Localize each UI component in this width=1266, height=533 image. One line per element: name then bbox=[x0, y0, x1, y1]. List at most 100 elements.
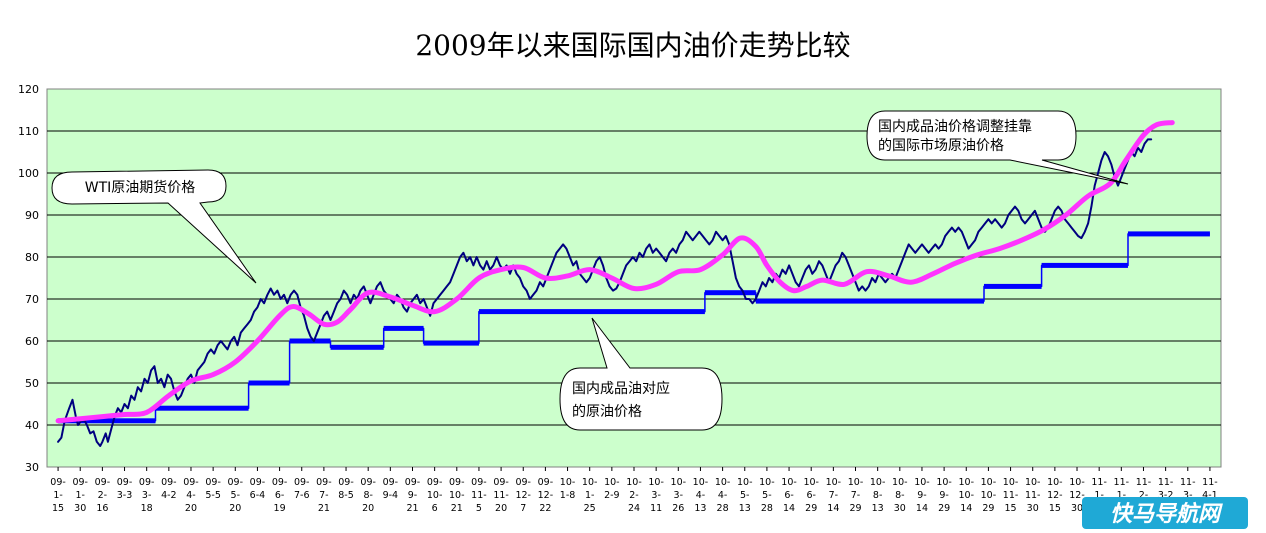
x-tick-label: 7-6 bbox=[294, 490, 310, 501]
x-tick-label: 09- bbox=[316, 477, 332, 488]
x-tick-label: 14 bbox=[960, 503, 972, 514]
x-tick-label: 8- bbox=[895, 490, 904, 501]
x-tick-label: 09- bbox=[205, 477, 221, 488]
x-tick-label: 10- bbox=[936, 477, 952, 488]
series-domestic-equivalent-segment bbox=[755, 298, 984, 304]
x-tick-label: 9- bbox=[917, 490, 926, 501]
x-tick-label: 29 bbox=[982, 503, 994, 514]
x-tick-label: 10- bbox=[1069, 477, 1085, 488]
x-tick-label: 10- bbox=[604, 477, 620, 488]
x-tick-label: 2- bbox=[98, 490, 107, 501]
x-tick-label: 24 bbox=[628, 503, 640, 514]
x-tick-label: 11- bbox=[1003, 490, 1019, 501]
callout-bubble bbox=[866, 110, 1129, 185]
callout-link-line-2: 的国际市场原油价格 bbox=[878, 137, 1004, 154]
x-tick-label: 1- bbox=[75, 490, 84, 501]
series-wti-trend-line bbox=[55, 120, 1175, 424]
series-domestic-equivalent-segment bbox=[423, 340, 479, 346]
x-tick-label: 21 bbox=[406, 503, 418, 514]
x-tick-label: 5- bbox=[740, 490, 749, 501]
x-tick-label: 11 bbox=[650, 503, 662, 514]
x-tick-label: 09- bbox=[360, 477, 376, 488]
x-tick-label: 3- bbox=[651, 490, 660, 501]
x-tick-label: 6-4 bbox=[250, 490, 266, 501]
x-tick-label: 30 bbox=[74, 503, 86, 514]
x-tick-label: 4-1 bbox=[1202, 490, 1218, 501]
x-tick-label: 9- bbox=[408, 490, 417, 501]
x-tick-label: 09- bbox=[538, 477, 554, 488]
watermark-background bbox=[1082, 497, 1248, 529]
x-tick-label: 11- bbox=[471, 490, 487, 501]
x-tick-label: 21 bbox=[318, 503, 330, 514]
x-tick-label: 10- bbox=[1025, 477, 1041, 488]
x-tick-label: 1- bbox=[1117, 490, 1126, 501]
y-axis-ticks: 30 40 50 60 70 80 90 100 110 120 bbox=[18, 83, 39, 474]
x-tick-label: 6- bbox=[784, 490, 793, 501]
x-tick-label: 29 bbox=[849, 503, 861, 514]
x-tick-label: 09- bbox=[139, 477, 155, 488]
x-tick-label: 10- bbox=[427, 490, 443, 501]
x-tick-label: 09- bbox=[471, 477, 487, 488]
callout-link: 国内成品油价格调整挂靠 的国际市场原油价格 bbox=[866, 110, 1129, 185]
x-tick-label: 09- bbox=[294, 477, 310, 488]
watermark-text: 快马导航网 bbox=[1110, 501, 1223, 527]
x-tick-label: 16 bbox=[96, 503, 108, 514]
x-tick-label: 7- bbox=[829, 490, 838, 501]
x-tick-label: 10- bbox=[848, 477, 864, 488]
x-tick-label: 1- bbox=[1094, 490, 1103, 501]
x-tick-label: 11- bbox=[1158, 477, 1174, 488]
x-tick-label: 10- bbox=[737, 477, 753, 488]
x-tick-label: 1- bbox=[585, 490, 594, 501]
x-tick-label: 26 bbox=[672, 503, 684, 514]
x-tick-label: 09- bbox=[272, 477, 288, 488]
x-tick-label: 9- bbox=[939, 490, 948, 501]
x-tick-label: 10- bbox=[693, 477, 709, 488]
x-tick-label: 22 bbox=[539, 503, 551, 514]
x-tick-label: 7- bbox=[851, 490, 860, 501]
y-tick-label: 60 bbox=[25, 335, 39, 348]
x-tick-label: 10- bbox=[892, 477, 908, 488]
x-tick-label: 28 bbox=[761, 503, 773, 514]
x-tick-label: 10- bbox=[582, 477, 598, 488]
x-tick-label: 10- bbox=[759, 477, 775, 488]
x-tick-label: 12- bbox=[1047, 490, 1063, 501]
series-wti-line bbox=[57, 138, 1153, 447]
x-tick-label: 15 bbox=[52, 503, 64, 514]
x-tick-label: 12- bbox=[1069, 490, 1085, 501]
x-tick-label: 09- bbox=[493, 477, 509, 488]
x-tick-label: 14 bbox=[916, 503, 928, 514]
x-tick-label: 29 bbox=[805, 503, 817, 514]
callout-domestic: 国内成品油对应 的原油价格 bbox=[559, 317, 723, 431]
callout-wti: WTI原油期货价格 bbox=[51, 169, 257, 284]
x-tick-label: 4- bbox=[696, 490, 705, 501]
x-tick-label: 11- bbox=[1180, 477, 1196, 488]
series-domestic-equivalent-segment bbox=[1127, 231, 1210, 237]
x-tick-label: 28 bbox=[717, 503, 729, 514]
x-tick-label: 20 bbox=[229, 503, 241, 514]
series-domestic-equivalent-segment bbox=[248, 380, 290, 386]
x-tick-label: 10- bbox=[826, 477, 842, 488]
x-tick-label: 4- bbox=[186, 490, 195, 501]
callout-wti-line-1: WTI原油期货价格 bbox=[85, 179, 196, 196]
y-tick-label: 120 bbox=[18, 83, 39, 96]
x-tick-label: 1- bbox=[53, 490, 62, 501]
series-domestic-equivalent-segment bbox=[58, 418, 156, 424]
x-tick-label: 09- bbox=[427, 477, 443, 488]
y-tick-label: 70 bbox=[25, 293, 39, 306]
y-tick-label: 30 bbox=[25, 461, 39, 474]
x-tick-label: 10- bbox=[560, 477, 576, 488]
x-tick-label: 10- bbox=[449, 490, 465, 501]
y-tick-label: 110 bbox=[18, 125, 39, 138]
x-tick-label: 5-5 bbox=[205, 490, 221, 501]
x-tick-label: 10- bbox=[803, 477, 819, 488]
x-tick-label: 09- bbox=[250, 477, 266, 488]
x-tick-label: 09- bbox=[117, 477, 133, 488]
x-tick-label: 10- bbox=[981, 490, 997, 501]
x-tick-label: 11- bbox=[1136, 477, 1152, 488]
callout-bubble bbox=[559, 317, 723, 431]
x-tick-label: 5- bbox=[762, 490, 771, 501]
x-tick-label: 10- bbox=[1003, 477, 1019, 488]
x-tick-label: 6- bbox=[275, 490, 284, 501]
x-tick-label: 09- bbox=[449, 477, 465, 488]
x-tick-label: 13 bbox=[739, 503, 751, 514]
